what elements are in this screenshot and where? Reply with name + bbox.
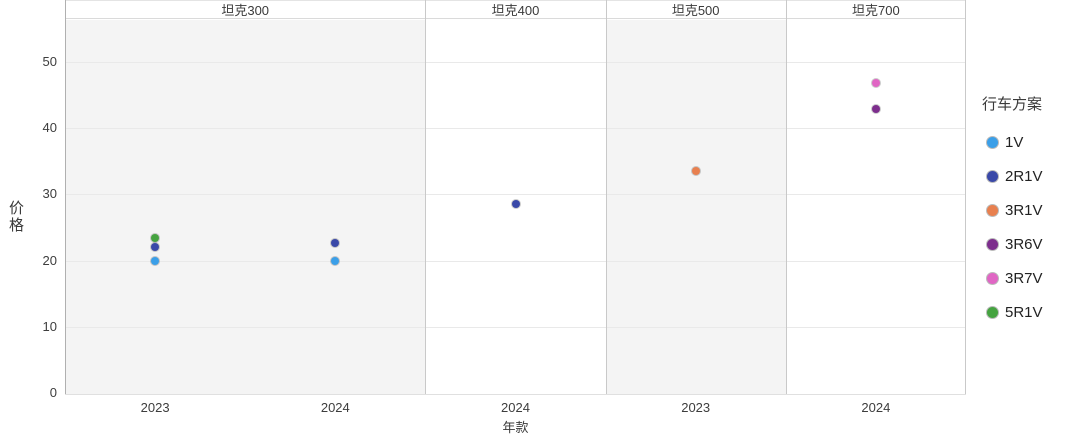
facet-strip-label: 坦克400 <box>491 3 540 18</box>
scatter-point-坦克400-2024-2R1V[interactable] <box>511 199 520 208</box>
facet-strip-label: 坦克500 <box>671 3 720 18</box>
plot-area: 坦克300 坦克400 坦克500 坦克700 <box>65 0 966 395</box>
scatter-point-坦克700-2024-3R7V[interactable] <box>871 78 880 87</box>
legend-item-label: 3R7V <box>1005 269 1043 287</box>
legend-item-3R1V[interactable]: 3R1V <box>982 200 1043 220</box>
legend: 行车方案 1V 2R1V 3R1V 3R6V 3R7V 5R1V <box>982 93 1043 336</box>
x-axis-tick-label: 2024 <box>501 400 530 415</box>
y-axis-tick-label: 30 <box>42 186 57 202</box>
gridline-y-10 <box>65 326 966 328</box>
scatter-point-坦克300-2023-5R1V[interactable] <box>151 234 160 243</box>
gridline-y-30 <box>65 194 966 196</box>
scatter-point-坦克300-2024-1V[interactable] <box>331 257 340 266</box>
x-axis-title: 年款 <box>502 420 529 435</box>
legend-item-label: 1V <box>1005 133 1024 151</box>
legend-swatch-icon <box>987 238 998 250</box>
x-axis-tick-label: 2023 <box>681 400 711 415</box>
legend-item-1V[interactable]: 1V <box>982 132 1043 152</box>
legend-title: 行车方案 <box>982 96 1043 113</box>
legend-item-5R1V[interactable]: 5R1V <box>982 302 1043 322</box>
panel-separator <box>425 0 427 394</box>
x-axis-line <box>65 394 966 395</box>
legend-items: 1V 2R1V 3R1V 3R6V 3R7V 5R1V <box>982 132 1043 322</box>
facet-panel-3 <box>605 20 786 394</box>
legend-swatch-icon <box>987 306 998 318</box>
facet-strip: 坦克700 <box>785 0 966 19</box>
facet-panel-4 <box>785 20 966 394</box>
y-axis-line <box>65 0 66 394</box>
legend-swatch-icon <box>987 204 998 216</box>
facet-strip: 坦克400 <box>425 0 606 19</box>
legend-swatch-icon <box>987 170 998 182</box>
scatter-point-坦克700-2024-3R6V[interactable] <box>871 105 880 113</box>
facet-strip-label: 坦克700 <box>852 3 900 18</box>
facet-strip: 坦克300 <box>65 0 426 19</box>
panel-separator <box>785 0 787 394</box>
y-axis-tick-label: 20 <box>42 252 57 268</box>
gridline-y-50 <box>65 62 966 63</box>
legend-swatch-icon <box>987 136 998 148</box>
legend-item-label: 2R1V <box>1005 167 1043 185</box>
gridline-y-40 <box>65 128 966 130</box>
x-axis-tick-label: 2024 <box>320 400 350 415</box>
legend-item-label: 5R1V <box>1005 303 1043 321</box>
scatter-point-坦克500-2023-3R1V[interactable] <box>691 167 700 176</box>
x-axis-tick-label: 2024 <box>861 400 891 415</box>
legend-item-label: 3R1V <box>1005 201 1043 219</box>
y-axis-tick-label: 40 <box>42 120 57 136</box>
y-axis-tick-label: 0 <box>49 385 57 400</box>
y-axis-title: 价格 <box>7 200 24 234</box>
y-axis-tick-label: 50 <box>42 54 57 69</box>
plot-right-border <box>965 0 966 394</box>
scatter-point-坦克300-2024-2R1V[interactable] <box>331 238 340 247</box>
legend-item-label: 3R6V <box>1005 235 1043 253</box>
x-axis-tick-label: 2023 <box>140 400 170 415</box>
legend-item-3R7V[interactable]: 3R7V <box>982 268 1043 288</box>
gridline-y-20 <box>65 260 966 262</box>
legend-item-2R1V[interactable]: 2R1V <box>982 166 1043 186</box>
scatter-point-坦克300-2023-1V[interactable] <box>151 257 160 266</box>
legend-item-3R6V[interactable]: 3R6V <box>982 234 1043 254</box>
panel-separator <box>605 0 607 394</box>
legend-swatch-icon <box>987 272 998 284</box>
y-axis-tick-label: 10 <box>42 318 57 334</box>
facet-panel-1 <box>65 20 426 394</box>
facet-strip: 坦克500 <box>605 0 786 19</box>
facet-strip-label: 坦克300 <box>221 3 270 18</box>
scatter-point-坦克300-2023-2R1V[interactable] <box>151 243 160 252</box>
